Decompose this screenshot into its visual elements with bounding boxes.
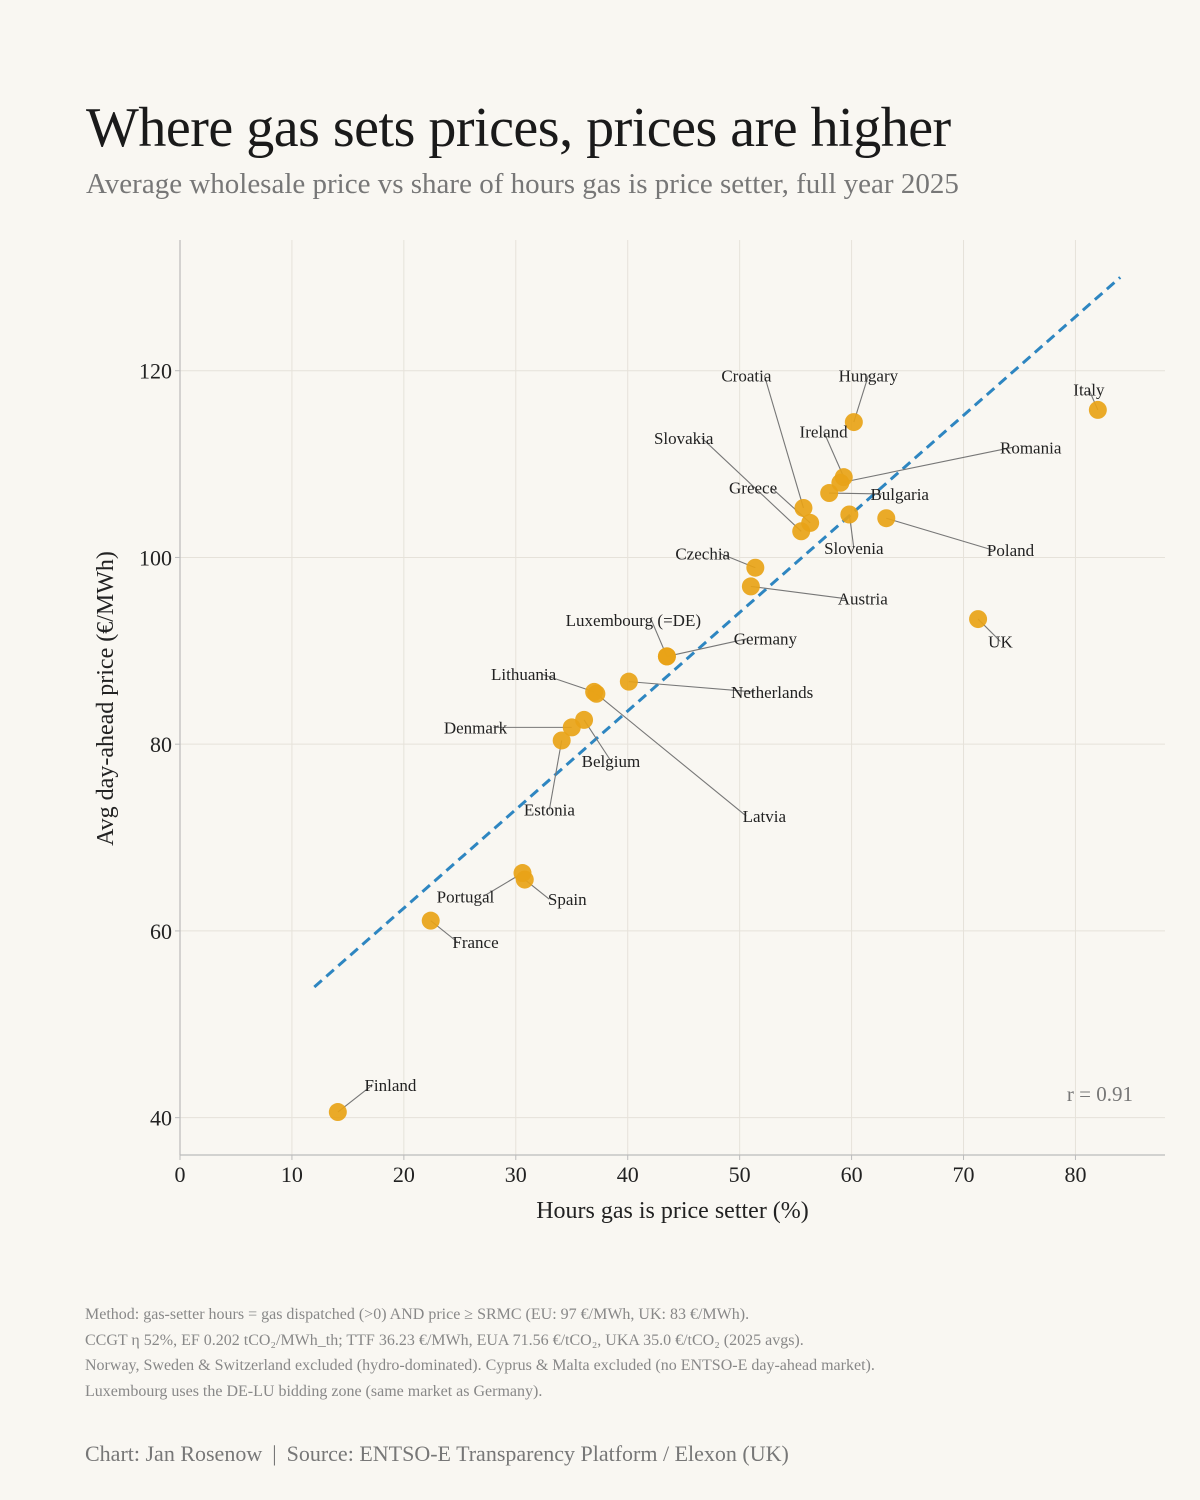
point-label: Bulgaria [870, 485, 929, 504]
leader-line [763, 375, 804, 509]
point-label: Spain [548, 890, 587, 909]
leader-line [548, 740, 563, 810]
leader-line [886, 517, 993, 551]
point-label: Netherlands [731, 683, 813, 702]
data-point [820, 484, 839, 503]
chart-subtitle: Average wholesale price vs share of hour… [86, 168, 959, 200]
y-tick-label: 120 [139, 359, 172, 384]
x-tick-label: 10 [281, 1162, 303, 1187]
point-label: Ireland [800, 422, 849, 441]
footnote-line: Method: gas-setter hours = gas dispatche… [85, 1306, 750, 1323]
leader-line [701, 437, 802, 532]
data-point [515, 870, 534, 889]
y-tick-label: 60 [150, 919, 172, 944]
credit-separator: | [272, 1441, 277, 1466]
data-point [844, 413, 863, 432]
x-tick-label: 0 [175, 1162, 186, 1187]
data-point [746, 558, 765, 577]
point-label: Austria [838, 590, 889, 609]
data-point [801, 513, 820, 532]
data-point [421, 911, 440, 930]
point-label: Luxembourg (=DE) [566, 611, 701, 630]
y-tick-label: 80 [150, 732, 172, 757]
data-source: Source: ENTSO-E Transparency Platform / … [286, 1441, 789, 1466]
point-label: Croatia [721, 366, 771, 385]
leader-line [541, 673, 595, 693]
x-tick-label: 40 [617, 1162, 639, 1187]
point-label: Romania [1000, 438, 1062, 457]
point-label: Hungary [839, 366, 899, 385]
point-label: UK [988, 632, 1013, 651]
point-label: Latvia [743, 807, 787, 826]
leader-line [750, 585, 845, 600]
x-tick-label: 30 [505, 1162, 527, 1187]
y-axis-title: Avg day-ahead price (€/MWh) [93, 551, 119, 846]
data-point [877, 509, 896, 528]
x-tick-label: 20 [393, 1162, 415, 1187]
credit-line: Chart: Jan Rosenow | Source: ENTSO-E Trans… [85, 1441, 789, 1467]
point-label: Denmark [444, 718, 508, 737]
data-point [587, 684, 606, 703]
data-point [794, 498, 813, 517]
x-tick-label: 80 [1064, 1162, 1086, 1187]
method-footnotes: Method: gas-setter hours = gas dispatche… [85, 1302, 875, 1404]
point-label: Belgium [582, 752, 641, 771]
x-tick-label: 60 [841, 1162, 863, 1187]
data-point [840, 505, 859, 524]
data-point [619, 672, 638, 691]
point-label: Slovakia [654, 429, 714, 448]
data-point [552, 731, 571, 750]
correlation-annotation: r = 0.91 [1067, 1082, 1133, 1106]
x-tick-label: 50 [729, 1162, 751, 1187]
point-label: Slovenia [824, 539, 884, 558]
y-tick-label: 100 [139, 545, 172, 570]
leader-line [840, 446, 1013, 484]
footnote-line: Luxembourg uses the DE-LU bidding zone (… [85, 1382, 543, 1400]
data-point [328, 1103, 347, 1122]
x-axis-title: Hours gas is price setter (%) [536, 1198, 809, 1224]
point-label: Finland [364, 1076, 416, 1095]
point-label: France [452, 933, 498, 952]
point-label: Czechia [675, 545, 730, 564]
point-label: Lithuania [491, 665, 557, 684]
y-tick-label: 40 [150, 1106, 172, 1131]
point-label: Greece [729, 478, 777, 497]
leader-line [666, 638, 748, 657]
data-point [741, 577, 760, 596]
point-label: Italy [1073, 380, 1105, 399]
leader-line [596, 693, 747, 817]
data-point [575, 710, 594, 729]
footnote-line: CCGT η 52%, EF 0.202 tCO₂/MWh_th; TTF 36… [85, 1331, 804, 1349]
trend-line [313, 276, 1122, 989]
x-tick-label: 70 [953, 1162, 975, 1187]
leader-line [628, 681, 755, 693]
point-label: Estonia [524, 801, 575, 820]
point-label: Portugal [437, 887, 495, 906]
footnote-line: Norway, Sweden & Switzerland excluded (h… [85, 1357, 875, 1374]
data-point [969, 610, 988, 629]
point-label: Poland [987, 541, 1035, 560]
point-label: Germany [734, 630, 798, 649]
data-point [657, 647, 676, 666]
chart-author: Chart: Jan Rosenow [85, 1441, 263, 1466]
data-point [1088, 400, 1107, 419]
chart-title: Where gas sets prices, prices are higher [86, 97, 951, 159]
